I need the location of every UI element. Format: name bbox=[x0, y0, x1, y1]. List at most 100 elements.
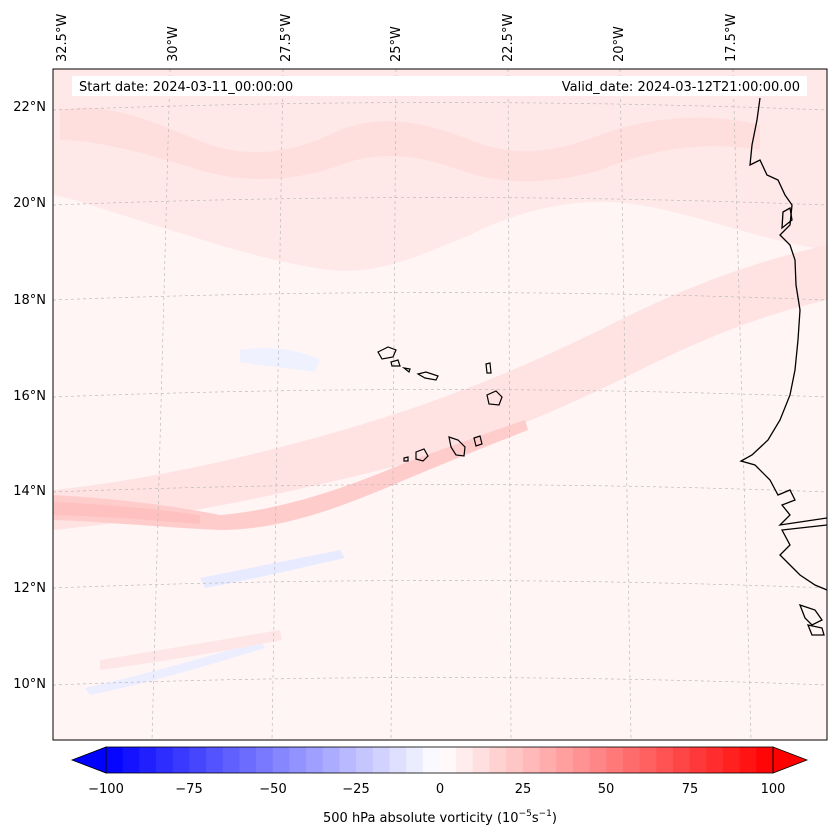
field-light-pos-south bbox=[100, 630, 282, 670]
lat-label: 16°N bbox=[13, 389, 46, 404]
colorbar-tick-label: −75 bbox=[175, 782, 202, 797]
parallel-line bbox=[53, 484, 827, 493]
graticule bbox=[53, 69, 827, 740]
colorbar-cell bbox=[722, 747, 741, 773]
island-santiago bbox=[448, 436, 466, 457]
lon-label: 27.5°W bbox=[279, 14, 294, 62]
colorbar-title-prefix: 500 hPa absolute vorticity (10 bbox=[323, 811, 519, 826]
colorbar-cell bbox=[539, 747, 557, 773]
coast-islets bbox=[798, 603, 823, 626]
lat-label: 14°N bbox=[13, 484, 46, 499]
africa-coastline bbox=[739, 97, 827, 526]
colorbar-cell bbox=[156, 747, 174, 773]
colorbar-cell bbox=[389, 747, 407, 773]
colorbar-cell bbox=[339, 747, 357, 773]
colorbar-cell bbox=[472, 747, 491, 773]
africa-coastline-south bbox=[779, 524, 827, 591]
field-positive-diagonal bbox=[53, 245, 827, 530]
colorbar: −100 −75 −50 −25 0 25 50 75 100 500 hPa … bbox=[70, 746, 809, 826]
meridian-line bbox=[507, 69, 512, 740]
colorbar-cell bbox=[222, 747, 241, 773]
colorbar-cell bbox=[272, 747, 291, 773]
coastlines bbox=[739, 97, 827, 636]
field-positive-core bbox=[53, 502, 200, 524]
field-positive-streak bbox=[53, 420, 528, 530]
parallel-line bbox=[53, 677, 827, 686]
island-brava bbox=[403, 456, 409, 462]
island-maio bbox=[473, 435, 483, 447]
colorbar-cell bbox=[556, 747, 574, 773]
colorbar-tick-label: 25 bbox=[515, 782, 532, 797]
colorbar-cell bbox=[372, 747, 391, 773]
colorbar-cell bbox=[656, 747, 674, 773]
colorbar-cell bbox=[172, 747, 190, 773]
colorbar-tick-label: −50 bbox=[259, 782, 286, 797]
colorbar-cell bbox=[606, 747, 624, 773]
colorbar-cell bbox=[289, 747, 307, 773]
colorbar-frame bbox=[105, 746, 774, 774]
island-boa-vista bbox=[486, 390, 503, 406]
lat-label: 18°N bbox=[13, 293, 46, 308]
colorbar-cell bbox=[356, 747, 374, 773]
colorbar-cell bbox=[622, 747, 641, 773]
valid-date-label: Valid_date: 2024-03-12T21:00:00.00 bbox=[562, 80, 800, 95]
lon-label: 17.5°W bbox=[724, 14, 739, 62]
date-banner bbox=[72, 76, 807, 96]
colorbar-title-suffix: ) bbox=[552, 811, 557, 826]
field-negative-west bbox=[240, 348, 320, 372]
meridian-line bbox=[619, 69, 632, 740]
lon-label: 32.5°W bbox=[55, 14, 70, 62]
colorbar-tick-label: 0 bbox=[436, 782, 444, 797]
meridian-line bbox=[151, 69, 171, 740]
colorbar-max-arrow bbox=[772, 746, 809, 774]
lat-label: 22°N bbox=[13, 100, 46, 115]
field-negative-south bbox=[200, 550, 345, 588]
parallel-line bbox=[53, 292, 827, 301]
lat-label: 12°N bbox=[13, 581, 46, 596]
meridian-line bbox=[271, 69, 284, 740]
lat-label: 10°N bbox=[13, 677, 46, 692]
longitude-labels: 32.5°W 30°W 27.5°W 25°W 22.5°W 20°W 17.5… bbox=[55, 14, 739, 62]
cape-verde-islands bbox=[377, 346, 503, 462]
map-panel: Start date: 2024-03-11_00:00:00 Valid_da… bbox=[52, 68, 828, 741]
colorbar-cell bbox=[639, 747, 657, 773]
colorbar-cell bbox=[406, 747, 424, 773]
vorticity-field bbox=[53, 69, 827, 695]
colorbar-cell bbox=[572, 747, 591, 773]
colorbar-cell bbox=[739, 747, 757, 773]
colorbar-cell bbox=[522, 747, 541, 773]
island-fogo bbox=[415, 448, 429, 462]
field-negative-south-2 bbox=[85, 640, 265, 695]
colorbar-cell bbox=[756, 747, 774, 773]
colorbar-cell bbox=[239, 747, 257, 773]
parallel-line bbox=[53, 102, 827, 111]
colorbar-cell bbox=[672, 747, 691, 773]
colorbar-title-mid: s bbox=[532, 811, 539, 826]
colorbar-min-arrow bbox=[70, 746, 107, 774]
lon-label: 25°W bbox=[389, 26, 404, 62]
colorbar-cell bbox=[322, 747, 341, 773]
meridian-line bbox=[732, 69, 752, 740]
lat-label: 20°N bbox=[13, 196, 46, 211]
colorbar-cells bbox=[106, 747, 774, 773]
colorbar-cell bbox=[689, 747, 707, 773]
colorbar-cell bbox=[456, 747, 474, 773]
colorbar-cell bbox=[206, 747, 224, 773]
colorbar-cell bbox=[122, 747, 140, 773]
island-sao-nicolau bbox=[416, 371, 439, 381]
colorbar-title-exp1: −5 bbox=[519, 809, 532, 819]
colorbar-tick-label: 50 bbox=[598, 782, 615, 797]
latitude-labels: 22°N 20°N 18°N 16°N 14°N 12°N 10°N bbox=[13, 100, 46, 692]
colorbar-cell bbox=[422, 747, 441, 773]
colorbar-cell bbox=[139, 747, 157, 773]
colorbar-tick-label: 75 bbox=[682, 782, 699, 797]
island-santo-antao bbox=[377, 346, 397, 360]
colorbar-cell bbox=[706, 747, 724, 773]
lon-label: 20°W bbox=[612, 26, 627, 62]
colorbar-title: 500 hPa absolute vorticity (10−5s−1) bbox=[323, 809, 557, 826]
colorbar-tick-label: 100 bbox=[761, 782, 786, 797]
lon-label: 30°W bbox=[166, 26, 181, 62]
island-sao-vicente bbox=[390, 359, 401, 367]
field-positive-north-2 bbox=[60, 107, 760, 182]
